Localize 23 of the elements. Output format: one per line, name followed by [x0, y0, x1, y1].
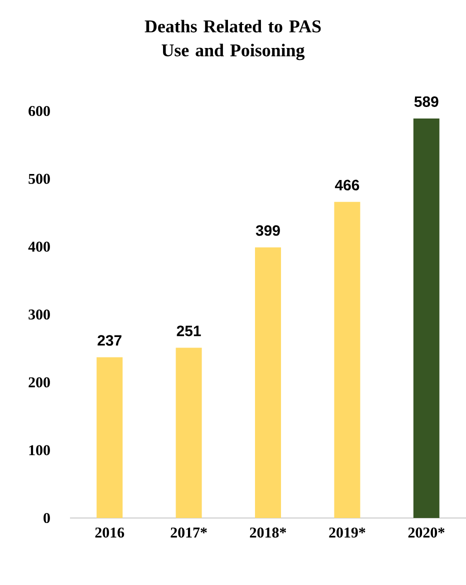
y-tick-label: 600 [28, 106, 50, 116]
y-tick-label: 200 [28, 377, 50, 388]
y-tick-label: 100 [29, 445, 50, 456]
y-tick-label: 0 [44, 512, 50, 524]
chart-title: Deaths Related to PAS Use and Poisoning [144, 20, 321, 60]
x-tick-label: 2020* [408, 528, 444, 538]
bar [96, 357, 123, 518]
y-tick-label: 500 [28, 174, 50, 184]
y-tick-label: 400 [28, 242, 50, 252]
x-tick-label: 2018* [250, 528, 286, 538]
data-label: 237 [98, 335, 122, 346]
data-label: 399 [256, 225, 280, 236]
bar [255, 247, 282, 518]
bar [176, 348, 202, 518]
data-label: 589 [414, 96, 438, 107]
data-label: 466 [334, 180, 360, 190]
x-tick-label: 2016 [95, 528, 124, 538]
x-tick-label: 2019* [329, 528, 366, 538]
x-tick-label: 2017* [170, 528, 207, 538]
y-tick-label: 300 [28, 309, 50, 320]
bar [334, 202, 360, 518]
bar [413, 118, 440, 518]
data-label: 251 [176, 326, 201, 336]
